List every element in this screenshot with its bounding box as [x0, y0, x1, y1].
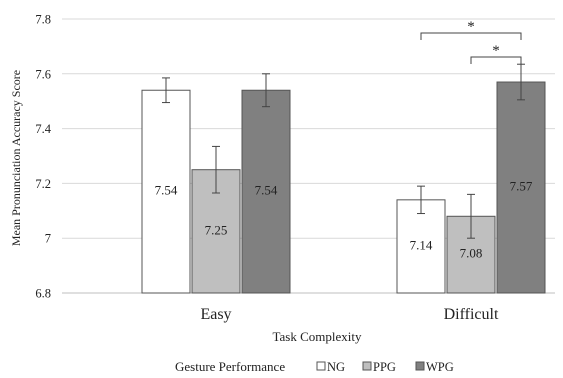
y-axis-title: Mean Pronunciation Accuracy Score: [9, 70, 23, 246]
x-tick-label-easy: Easy: [200, 306, 231, 323]
legend-swatch-wpg: [415, 361, 425, 371]
legend-swatch-ppg: [362, 361, 372, 371]
legend-swatch-ng: [316, 361, 326, 371]
significance-marker: *: [467, 19, 475, 35]
x-axis-title: Task Complexity: [272, 329, 362, 344]
data-label-easy-wpg: 7.54: [255, 183, 278, 198]
data-labels: 7.54 7.25 7.54 7.14 7.08 7.57: [155, 179, 533, 261]
data-label-difficult-ng: 7.14: [410, 237, 433, 252]
data-label-difficult-ppg: 7.08: [460, 246, 483, 261]
significance-bracket: [470, 56, 522, 64]
bars: [141, 81, 546, 294]
bar-easy-ng: [141, 89, 191, 294]
x-axis-ticks: Easy Difficult: [200, 306, 499, 323]
y-tick-label: 7: [45, 232, 51, 246]
y-axis-ticks: 6.8 7 7.2 7.4 7.6 7.8: [35, 13, 51, 301]
y-tick-label: 7.6: [35, 67, 51, 81]
legend: Gesture Performance NG PPG WPG: [175, 359, 454, 374]
y-tick-label: 7.2: [35, 177, 51, 191]
data-label-difficult-wpg: 7.57: [510, 179, 533, 194]
bar-difficult-wpg: [496, 81, 546, 294]
bar-easy-wpg: [241, 89, 291, 294]
legend-label-ng: NG: [327, 360, 345, 373]
significance-bracket: [420, 32, 522, 40]
bar-difficult-ng: [396, 199, 446, 294]
legend-label-wpg: WPG: [426, 360, 454, 373]
data-label-easy-ppg: 7.25: [205, 222, 228, 237]
data-label-easy-ng: 7.54: [155, 183, 178, 198]
x-tick-label-difficult: Difficult: [444, 306, 499, 323]
legend-label-ppg: PPG: [373, 360, 396, 373]
legend-items: NG PPG WPG: [316, 360, 454, 374]
y-tick-label: 7.8: [35, 13, 51, 27]
error-bars: [162, 63, 525, 239]
y-tick-label: 6.8: [35, 287, 51, 301]
y-tick-label: 7.4: [35, 122, 51, 136]
legend-title: Gesture Performance: [175, 359, 285, 373]
significance-marker: *: [492, 43, 500, 59]
significance-annotations: **: [420, 19, 522, 64]
